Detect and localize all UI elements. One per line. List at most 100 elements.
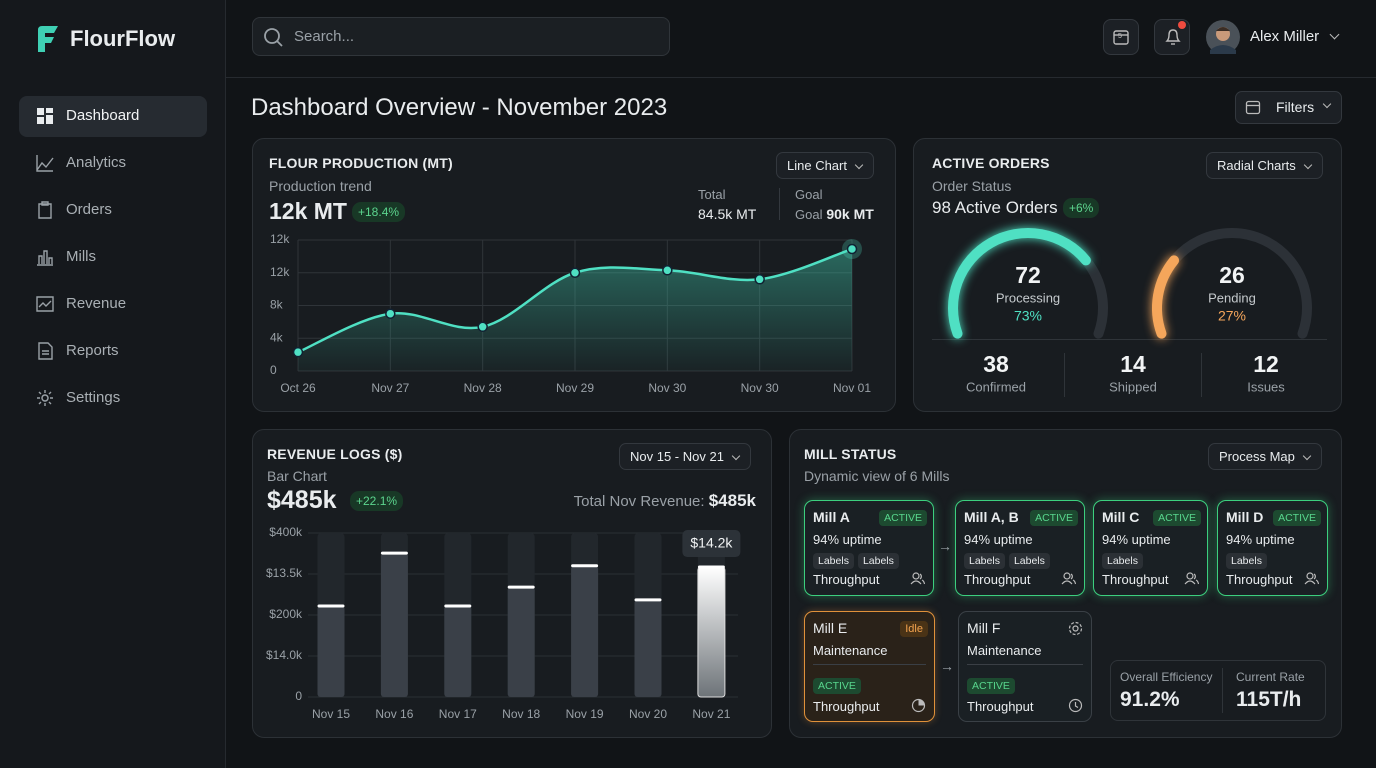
metric-icon [1184,572,1200,588]
active-badge: ACTIVE [813,678,861,694]
goal-prefix: Goal [795,207,823,222]
change-pill: +6% [1063,198,1100,218]
mill-card[interactable]: Mill F Maintenance ACTIVE Throughput [958,611,1092,722]
nav-item[interactable]: Settings [66,389,121,406]
card-subtitle: Order Status [932,178,1012,194]
metric-label: Throughput [813,572,880,587]
tags: Labels [1226,552,1271,569]
nav-item[interactable]: Orders [66,201,112,218]
metric-icon [910,572,926,588]
total-row: Total Nov Revenue: $485k [574,491,756,511]
goal-row: Goal 90k MT [795,206,874,222]
uptime: 94% uptime [813,532,882,547]
mill-card[interactable]: Mill E Idle Maintenance ACTIVE Throughput [804,611,935,722]
card-title: FLOUR PRODUCTION (MT) [269,155,453,171]
headline: 12k MT [269,198,347,224]
tag: Labels [1102,553,1143,569]
mill-card[interactable]: Mill A, B ACTIVE 94% uptime Labels Labels Thr… [955,500,1085,596]
change-pill: +22.1% [350,491,404,511]
nav-icon [37,390,53,406]
efficiency-value: 115T/h [1236,688,1302,711]
flow-arrow: → [940,658,954,674]
divider [1064,353,1065,397]
logo-icon [38,26,58,52]
card-title: MILL STATUS [804,446,897,462]
filters-icon [1245,100,1261,115]
card-subtitle: Production trend [269,178,372,194]
notification-dot [1178,21,1186,29]
user-chevron [1329,29,1340,40]
nav-item[interactable]: Mills [66,248,96,265]
mill-name: Mill A, B [964,509,1019,525]
search-icon [264,28,283,47]
chart-type-dropdown[interactable]: Radial Charts [1206,152,1323,179]
divider [1222,668,1223,713]
filters-button[interactable]: Filters [1235,91,1342,124]
uptime: 94% uptime [1226,532,1295,547]
mill-name: Mill F [967,620,1001,636]
bell-icon [1165,29,1181,45]
total-value: $485k [708,491,756,510]
status-badge: ACTIVE [1030,510,1078,526]
nav-item[interactable]: Dashboard [66,107,140,124]
card-title: ACTIVE ORDERS [932,155,1050,171]
flow-arrow: → [938,538,952,554]
brand: FlourFlow [70,26,176,51]
tag: Labels [1008,553,1050,569]
status-badge: ACTIVE [1153,510,1201,526]
metric-label: Throughput [813,699,880,714]
goal-value: 90k MT [826,206,874,222]
search-placeholder: Search... [294,28,355,45]
mill-name: Mill C [1102,509,1140,525]
mill-card[interactable]: Mill A ACTIVE 94% uptime Labels Labels Throug… [804,500,934,596]
calendar-icon [1113,30,1129,45]
status-badge: Idle [900,621,928,637]
revenue-card [252,429,772,738]
mill-name: Mill E [813,620,848,636]
avatar[interactable] [1206,20,1240,54]
nav-icon [37,108,53,124]
mill-card[interactable]: Mill C ACTIVE 94% uptime Labels Throughput [1093,500,1208,596]
active-badge: ACTIVE [967,678,1015,694]
card-subtitle: Dynamic view of 6 Mills [804,468,950,484]
card-subtitle: Bar Chart [267,468,327,484]
card-title: REVENUE LOGS ($) [267,446,403,462]
uptime: 94% uptime [1102,532,1171,547]
efficiency-label: Current Rate [1236,670,1305,684]
nav-icon [36,296,54,312]
nav-item[interactable]: Analytics [66,154,127,171]
view-dropdown[interactable]: Process Map [1208,443,1322,470]
efficiency-box [1110,660,1326,721]
status-badge: ACTIVE [879,510,927,526]
nav-item[interactable]: Reports [66,342,119,359]
change-pill: +18.4% [352,202,406,222]
date-range-dropdown[interactable]: Nov 15 - Nov 21 [619,443,751,470]
efficiency-label: Overall Efficiency [1120,670,1213,684]
nav-icon [36,155,54,172]
uptime: 94% uptime [964,532,1033,547]
metric-label: Throughput [1226,572,1293,587]
header-divider [226,77,1376,78]
mill-card[interactable]: Mill D ACTIVE 94% uptime Labels Throughput [1217,500,1328,596]
search-box[interactable] [252,17,670,56]
divider [813,664,926,665]
tag: Labels [964,553,1005,569]
total-label: Total Nov Revenue: [573,493,705,510]
metric-icon [1068,698,1083,716]
nav-item[interactable]: Revenue [66,295,127,312]
mill-name: Mill A [813,509,850,525]
chart-type-dropdown[interactable]: Line Chart [776,152,874,179]
goal-label: Goal [795,187,823,202]
page-title: Dashboard Overview - November 2023 [251,94,668,121]
nav-icon [38,201,52,219]
metric-label: Throughput [967,699,1034,714]
calendar-button[interactable] [1103,19,1139,55]
divider [967,664,1083,665]
metric-icon [1061,572,1077,588]
tags: Labels [1102,552,1147,569]
total-value: 84.5k MT [698,206,757,222]
metric-icon [911,698,926,716]
user-name[interactable]: Alex Miller [1250,28,1320,45]
nav-icon [37,250,53,266]
